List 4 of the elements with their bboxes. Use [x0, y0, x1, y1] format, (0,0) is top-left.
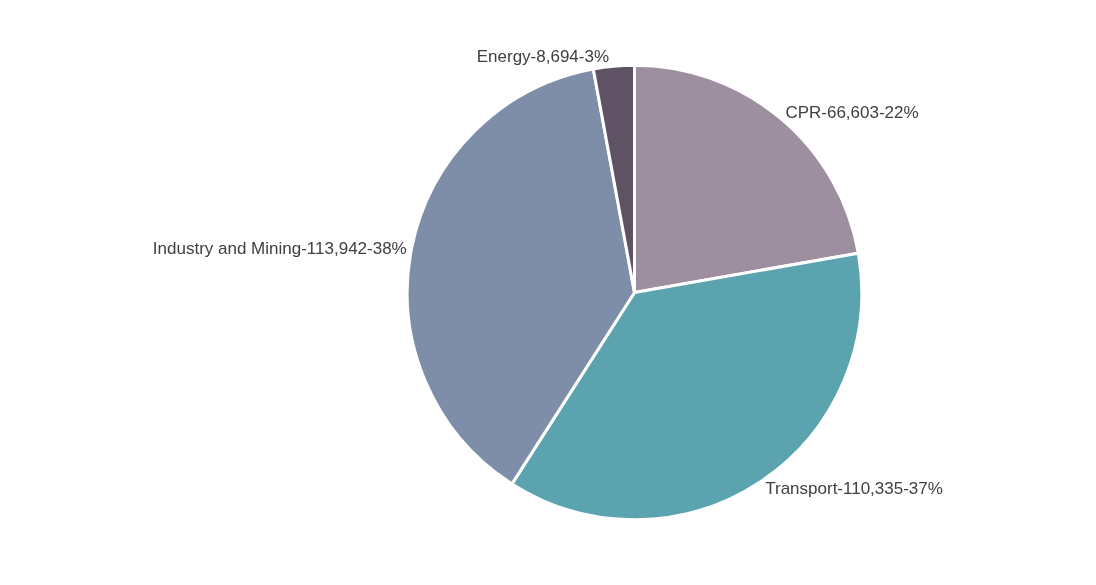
slice-label: Industry and Mining-113,942-38%: [152, 238, 407, 258]
slice-label: Transport-110,335-37%: [765, 478, 943, 498]
slice-label: Energy-8,694-3%: [476, 47, 610, 67]
slice-label: CPR-66,603-22%: [785, 103, 919, 123]
